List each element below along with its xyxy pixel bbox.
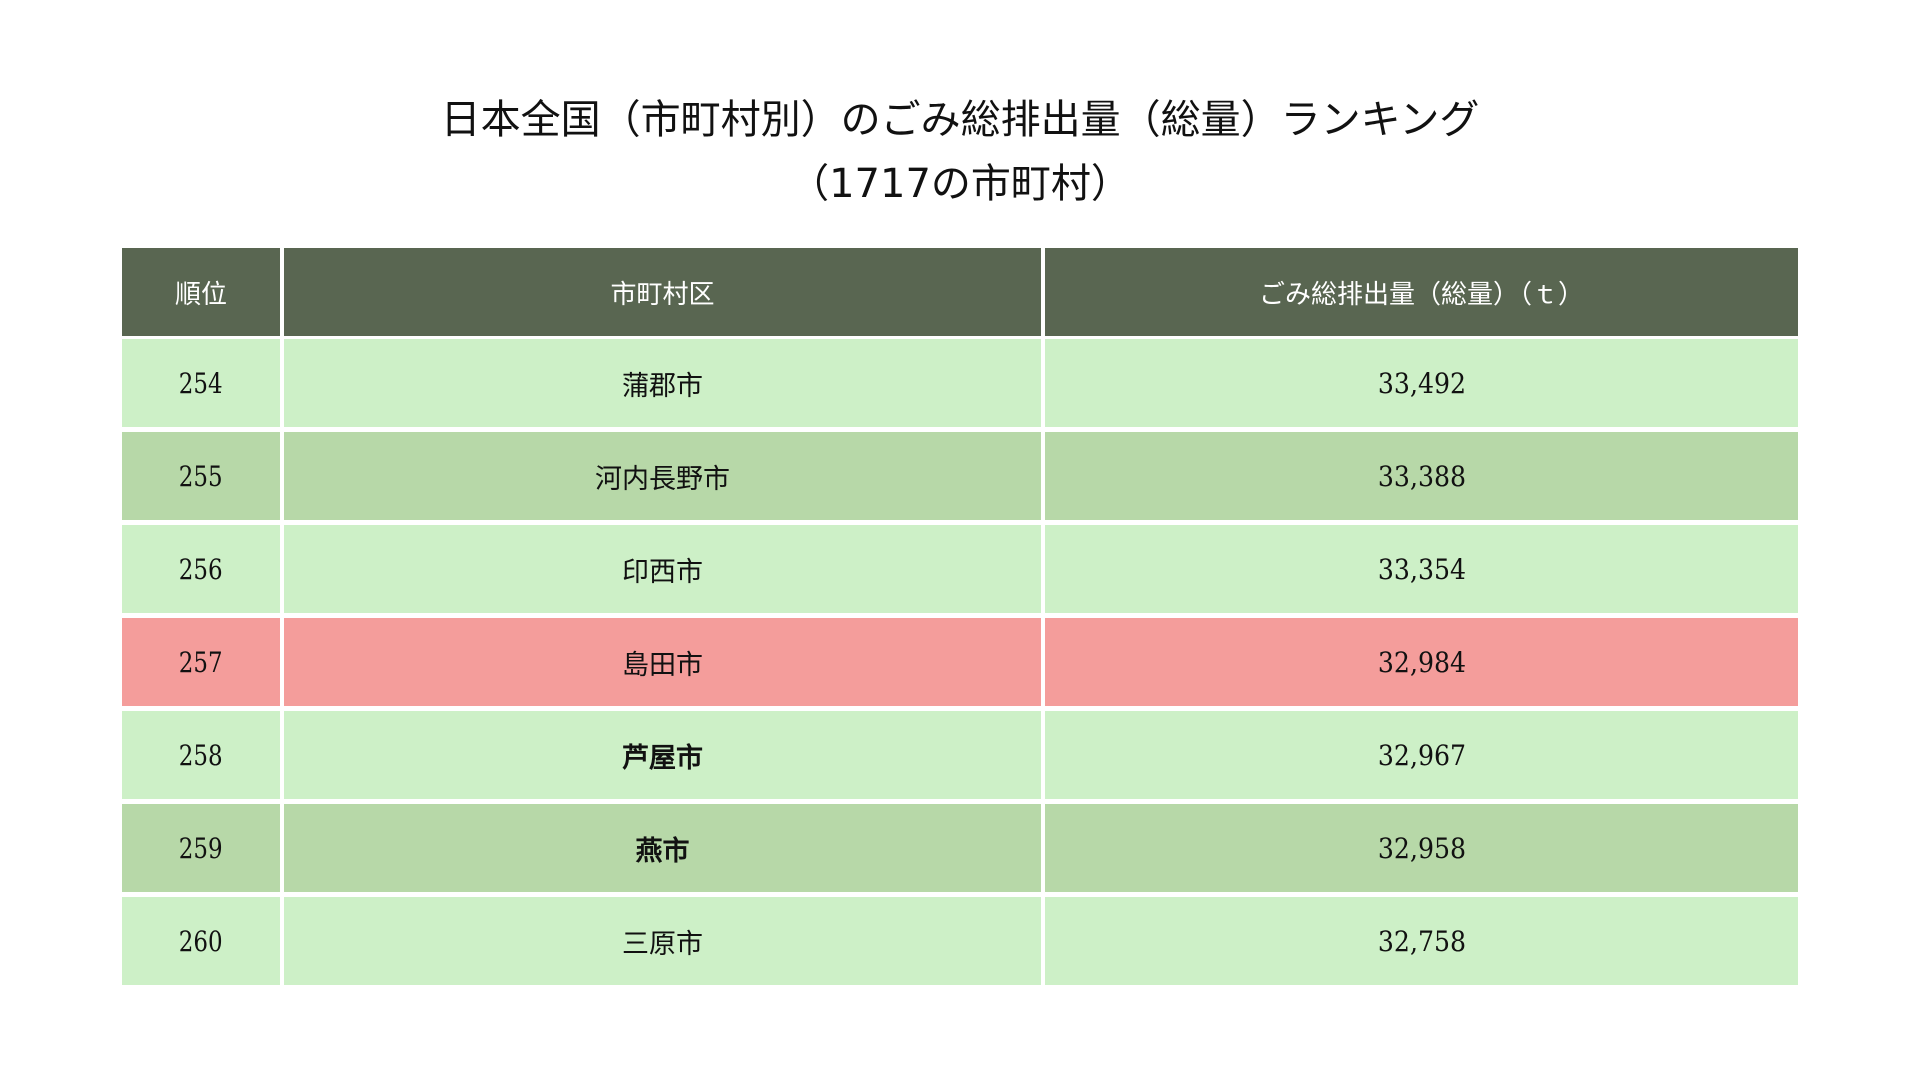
table-header: 順位 市町村区 ごみ総排出量（総量）（ｔ） <box>122 248 1798 336</box>
value-cell: 33,492 <box>1045 339 1798 427</box>
municipality-cell: 蒲郡市 <box>284 339 1041 427</box>
column-header-municipality: 市町村区 <box>284 248 1041 336</box>
table-row: 258 芦屋市 32,967 <box>122 711 1798 799</box>
table-row-highlighted: 257 島田市 32,984 <box>122 618 1798 706</box>
column-header-rank: 順位 <box>122 248 280 336</box>
rank-cell: 256 <box>122 525 280 613</box>
municipality-cell: 芦屋市 <box>284 711 1041 799</box>
rank-cell: 255 <box>122 432 280 520</box>
value-cell: 32,984 <box>1045 618 1798 706</box>
value-cell: 32,967 <box>1045 711 1798 799</box>
table-row: 255 河内長野市 33,388 <box>122 432 1798 520</box>
municipality-cell: 島田市 <box>284 618 1041 706</box>
rank-cell: 254 <box>122 339 280 427</box>
rank-cell: 260 <box>122 897 280 985</box>
page-title: 日本全国（市町村別）のごみ総排出量（総量）ランキング <box>440 97 1480 143</box>
table-row: 256 印西市 33,354 <box>122 525 1798 613</box>
table-row: 260 三原市 32,758 <box>122 897 1798 985</box>
municipality-cell: 燕市 <box>284 804 1041 892</box>
value-cell: 32,758 <box>1045 897 1798 985</box>
page-subtitle: （1717の市町村） <box>789 161 1131 207</box>
rank-cell: 257 <box>122 618 280 706</box>
column-header-waste-total: ごみ総排出量（総量）（ｔ） <box>1045 248 1798 336</box>
table-row: 259 燕市 32,958 <box>122 804 1798 892</box>
municipality-cell: 三原市 <box>284 897 1041 985</box>
municipality-cell: 河内長野市 <box>284 432 1041 520</box>
table-row: 254 蒲郡市 33,492 <box>122 339 1798 427</box>
value-cell: 33,354 <box>1045 525 1798 613</box>
value-cell: 32,958 <box>1045 804 1798 892</box>
rank-cell: 258 <box>122 711 280 799</box>
rank-cell: 259 <box>122 804 280 892</box>
municipality-cell: 印西市 <box>284 525 1041 613</box>
value-cell: 33,388 <box>1045 432 1798 520</box>
